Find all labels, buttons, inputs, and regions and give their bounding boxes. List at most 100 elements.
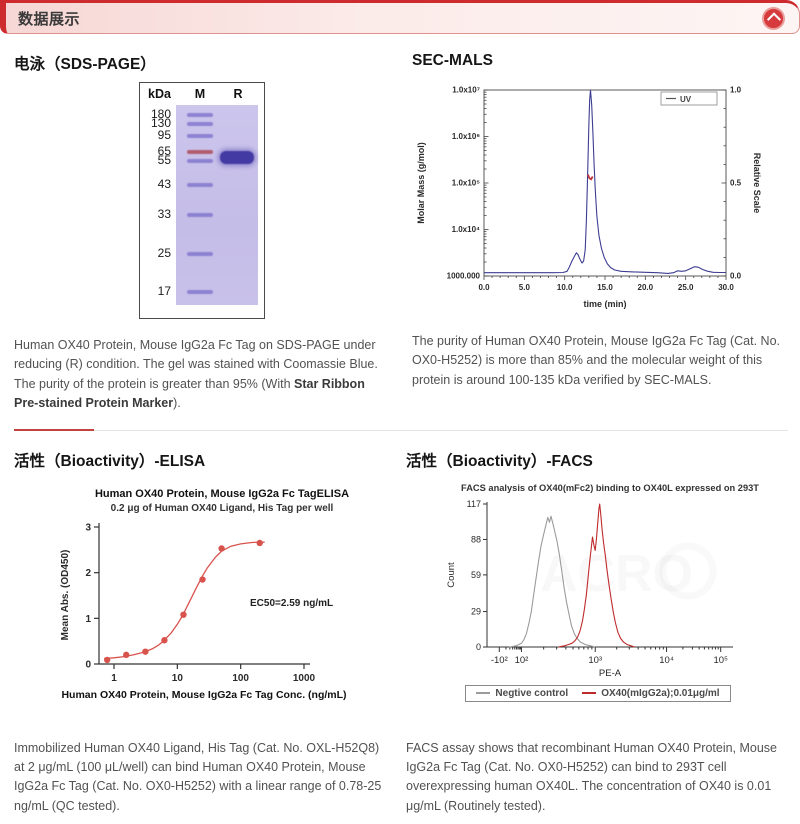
gel-marker-band	[187, 159, 213, 163]
svg-text:88: 88	[471, 534, 481, 544]
panel-sds-page: 电泳（SDS-PAGE） kDa M R 180 130 95 65 55 43 33 25 17 H…	[14, 34, 390, 414]
facs-legend-label: OX40(mIgG2a);0.01μg/ml	[601, 687, 720, 699]
svg-text:0.0: 0.0	[730, 272, 742, 281]
section-title-sec-mals: SEC-MALS	[412, 52, 493, 69]
facs-axes	[483, 501, 733, 652]
elisa-axis-labels: 0 1 2 3 1 10 100 1000 Human OX40 Protein, Mouse …	[60, 488, 349, 701]
svg-text:10.0: 10.0	[557, 283, 573, 292]
sec-mals-chart: 1.0x10⁷ 1.0x10⁶ 1.0x10⁵ 1.0x10⁴ 1000.000 1.0 0…	[416, 86, 762, 310]
panel-sec-mals: SEC-MALS 1.0x10⁷ 1.0x10⁶ 1.0x10⁵ 1.0x10⁴ 100…	[412, 34, 788, 414]
svg-text:10⁵: 10⁵	[713, 655, 728, 666]
gel-marker-band	[187, 213, 213, 217]
svg-text:10: 10	[172, 673, 184, 684]
svg-text:0: 0	[476, 642, 481, 652]
back-to-top-button[interactable]	[762, 6, 785, 30]
svg-text:20.0: 20.0	[638, 283, 654, 292]
elisa-caption: Immobilized Human OX40 Ligand, His Tag (…	[14, 740, 382, 813]
svg-text:25.0: 25.0	[678, 283, 694, 292]
section-header-bar: 数据展示	[0, 0, 800, 34]
section-divider	[14, 428, 788, 431]
gel-kda-label: 25	[157, 246, 171, 260]
ec50-annotation: EC50=2.59 ng/mL	[250, 598, 333, 609]
svg-text:3: 3	[85, 522, 91, 533]
svg-text:30.0: 30.0	[718, 283, 734, 292]
svg-text:0: 0	[85, 659, 91, 670]
sds-caption: Human OX40 Protein, Mouse IgG2a Fc Tag o…	[14, 338, 378, 411]
gel-marker-band	[187, 290, 213, 294]
svg-text:2: 2	[85, 568, 91, 579]
sds-gel-figure: kDa M R 180 130 95 65 55 43 33 25 17	[139, 82, 265, 319]
svg-text:-10²: -10²	[491, 655, 508, 666]
svg-text:Molar Mass (g/mol): Molar Mass (g/mol)	[416, 142, 426, 224]
uv-series	[484, 89, 726, 274]
panel-elisa: 活性（Bioactivity）-ELISA 0 1 2 3 1 10 100 1000 Huma…	[14, 431, 384, 817]
gel-sample-band	[220, 151, 254, 164]
svg-text:Human OX40 Protein, Mouse IgG2: Human OX40 Protein, Mouse IgG2a Fc Tag C…	[61, 689, 346, 701]
svg-text:1.0x10⁷: 1.0x10⁷	[452, 86, 480, 95]
sec-mals-figure-wrap: 1.0x10⁷ 1.0x10⁶ 1.0x10⁵ 1.0x10⁴ 1000.000 1.0 0…	[412, 78, 788, 328]
secmals-axes	[483, 89, 727, 280]
svg-text:UV: UV	[680, 95, 692, 104]
svg-text:1.0x10⁴: 1.0x10⁴	[452, 225, 480, 234]
gel-lane-label-m: M	[194, 87, 206, 101]
svg-text:15.0: 15.0	[597, 283, 613, 292]
facs-caption: FACS assay shows that recombinant Human …	[406, 740, 778, 813]
svg-text:29: 29	[471, 606, 481, 616]
elisa-chart: 0 1 2 3 1 10 100 1000 Human OX40 Protein, Mouse …	[60, 488, 349, 701]
legend-uv: UV	[660, 91, 718, 106]
content: 电泳（SDS-PAGE） kDa M R 180 130 95 65 55 43 33 25 17 H…	[0, 34, 800, 816]
svg-text:Count: Count	[446, 561, 457, 587]
gel-area	[176, 105, 258, 305]
acro-watermark: ACRO	[540, 542, 717, 603]
svg-text:1.0x10⁶: 1.0x10⁶	[452, 132, 480, 141]
section-title-elisa: 活性（Bioactivity）-ELISA	[14, 452, 206, 470]
svg-text:1: 1	[111, 673, 117, 684]
section-title-facs: 活性（Bioactivity）-FACS	[406, 452, 593, 470]
svg-text:100: 100	[232, 673, 249, 684]
facs-legend-item: Negtive control	[476, 688, 568, 699]
facs-axis-labels: 0 29 59 88 117 -10² 10² 10³ 10⁴ 10⁵ FACS analysis …	[446, 483, 759, 679]
sds-gel-figure-wrap: kDa M R 180 130 95 65 55 43 33 25 17	[14, 82, 390, 332]
svg-text:1: 1	[85, 613, 91, 624]
legend-line-icon	[582, 692, 597, 694]
svg-text:Mean Abs. (OD450): Mean Abs. (OD450)	[60, 549, 71, 640]
elisa-points	[103, 539, 263, 663]
svg-text:1.0: 1.0	[730, 86, 742, 95]
panel-facs: 活性（Bioactivity）-FACS ACRO 0 29 59 88 117 -10² 1…	[406, 431, 790, 817]
legend-line-icon	[476, 692, 491, 694]
svg-text:1000.000: 1000.000	[447, 272, 481, 281]
svg-text:FACS analysis of OX40(mFc2) bi: FACS analysis of OX40(mFc2) binding to O…	[461, 483, 759, 493]
section-title-sds-page: 电泳（SDS-PAGE）	[14, 56, 156, 73]
page-title: 数据展示	[18, 10, 81, 28]
facs-legend-item: OX40(mIgG2a);0.01μg/ml	[582, 687, 720, 699]
gel-marker-band	[187, 150, 213, 154]
svg-text:10²: 10²	[515, 655, 529, 666]
svg-text:10³: 10³	[588, 655, 602, 666]
svg-text:59: 59	[471, 569, 481, 579]
svg-text:1000: 1000	[293, 673, 316, 684]
svg-text:Relative Scale: Relative Scale	[752, 153, 762, 214]
facs-positive-histogram	[558, 502, 635, 648]
gel-kda-label: 130	[150, 116, 171, 130]
elisa-figure-wrap: 0 1 2 3 1 10 100 1000 Human OX40 Protein, Mouse …	[14, 479, 384, 735]
gel-marker-band	[187, 252, 213, 256]
gel-marker-band	[187, 122, 213, 126]
svg-text:10⁴: 10⁴	[659, 655, 674, 666]
svg-text:0.2 μg of Human OX40 Ligand, H: 0.2 μg of Human OX40 Ligand, His Tag per…	[111, 503, 334, 514]
gel-lane-label-r: R	[233, 87, 243, 101]
gel-unit-label: kDa	[148, 87, 171, 101]
svg-text:5.0: 5.0	[519, 283, 531, 292]
secmals-axis-labels: 1.0x10⁷ 1.0x10⁶ 1.0x10⁵ 1.0x10⁴ 1000.000 1.0 0…	[416, 86, 762, 310]
svg-text:117: 117	[467, 499, 481, 509]
svg-text:Human OX40 Protein, Mouse IgG2: Human OX40 Protein, Mouse IgG2a Fc TagEL…	[95, 488, 349, 500]
sec-mals-caption: The purity of Human OX40 Protein, Mouse …	[412, 334, 780, 387]
row-top: 电泳（SDS-PAGE） kDa M R 180 130 95 65 55 43 33 25 17 H…	[0, 34, 800, 414]
facs-legend: Negtive control OX40(mIgG2a);0.01μg/ml	[465, 684, 731, 702]
facs-chart: ACRO 0 29 59 88 117 -10² 10² 10³ 10⁴ 10⁵ FACS analy…	[446, 483, 759, 679]
svg-text:time (min): time (min)	[583, 299, 626, 309]
facs-negative-histogram	[509, 515, 596, 648]
gel-marker-band	[187, 113, 213, 117]
svg-text:1.0x10⁵: 1.0x10⁵	[452, 179, 480, 188]
gel-kda-label: 17	[157, 284, 171, 298]
